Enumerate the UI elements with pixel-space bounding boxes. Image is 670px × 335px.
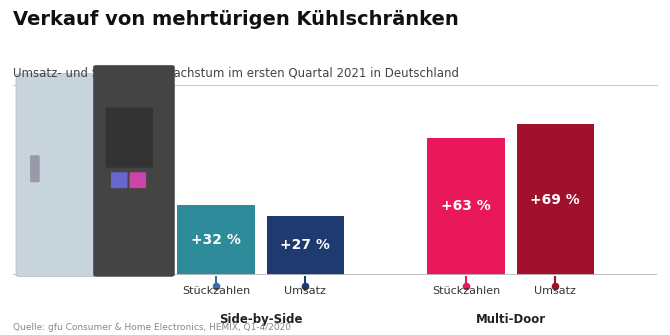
- Text: +63 %: +63 %: [441, 199, 491, 213]
- Bar: [427, 138, 505, 275]
- Bar: [517, 125, 594, 275]
- Text: Umsatz- und Stückzahlenwachstum im ersten Quartal 2021 in Deutschland: Umsatz- und Stückzahlenwachstum im erste…: [13, 67, 460, 80]
- Text: Umsatz: Umsatz: [535, 286, 576, 296]
- Text: Umsatz: Umsatz: [284, 286, 326, 296]
- Text: Multi-Door: Multi-Door: [476, 313, 546, 326]
- Text: Quelle: gfu Consumer & Home Electronics, HEMIX, Q1-4/2020: Quelle: gfu Consumer & Home Electronics,…: [13, 323, 291, 332]
- Text: Stückzahlen: Stückzahlen: [182, 286, 250, 296]
- Text: Stückzahlen: Stückzahlen: [432, 286, 500, 296]
- Text: +32 %: +32 %: [191, 233, 241, 247]
- Text: Side-by-Side: Side-by-Side: [219, 313, 302, 326]
- Text: +27 %: +27 %: [280, 238, 330, 252]
- Bar: [267, 216, 344, 275]
- Bar: [177, 205, 255, 275]
- Text: Verkauf von mehrtürigen Kühlschränken: Verkauf von mehrtürigen Kühlschränken: [13, 10, 459, 29]
- Text: +69 %: +69 %: [531, 193, 580, 207]
